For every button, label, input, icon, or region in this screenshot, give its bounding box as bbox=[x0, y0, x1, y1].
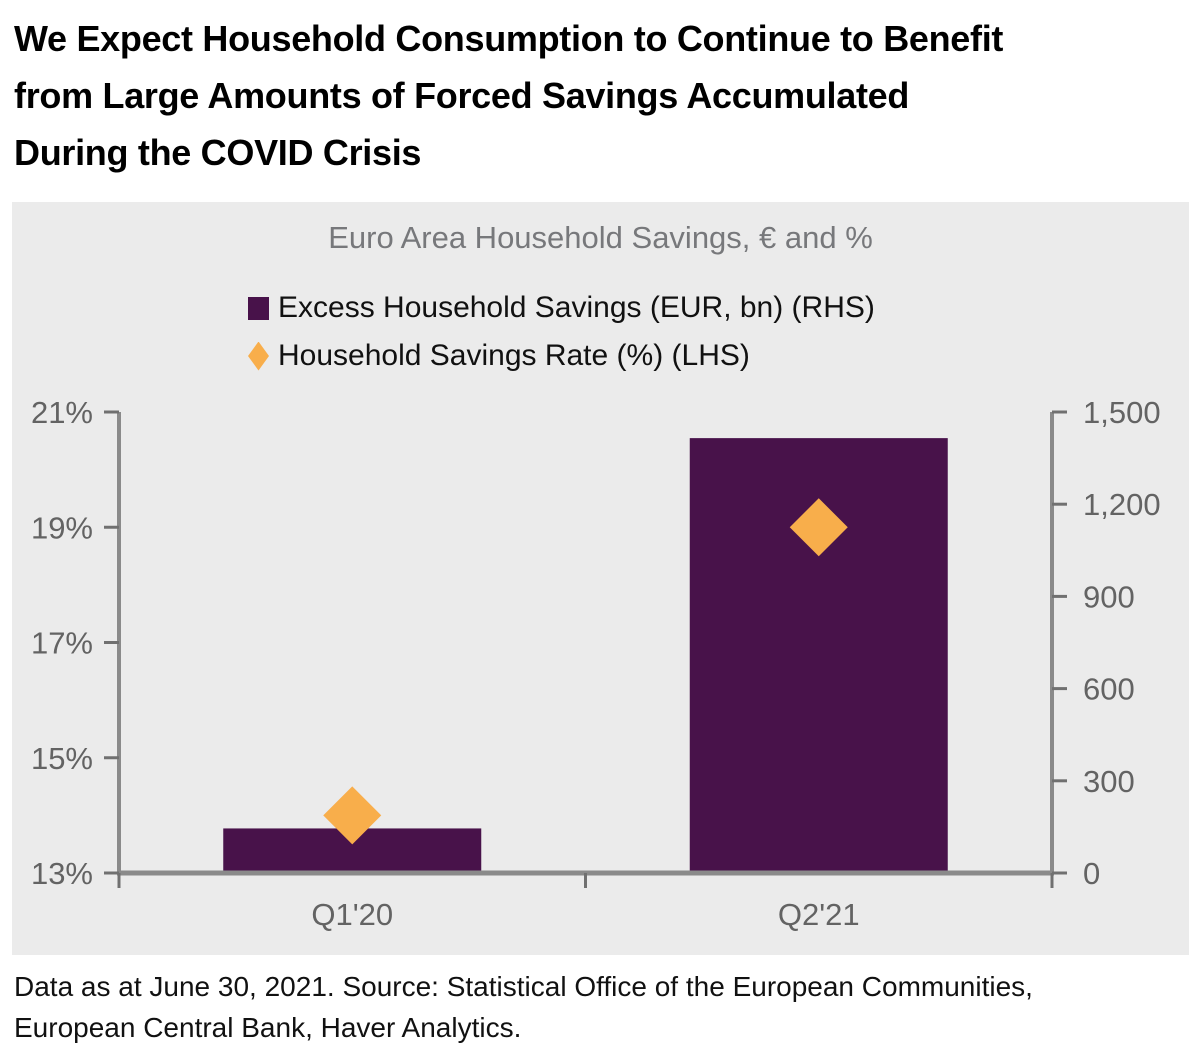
right-axis-tick-label: 900 bbox=[1083, 579, 1135, 614]
page-title-line: During the COVID Crisis bbox=[14, 132, 422, 173]
right-axis-tick-label: 1,200 bbox=[1083, 487, 1161, 522]
diamond-marker-Q2'21 bbox=[789, 498, 848, 557]
legend-bar-swatch-icon bbox=[248, 296, 269, 320]
legend-label-savings-rate: Household Savings Rate (%) (LHS) bbox=[278, 339, 750, 372]
right-axis-tick-label: 1,500 bbox=[1083, 395, 1161, 430]
chart-plot-area: 21% 19% 17% 15% 13% 1,500 1,200 900 600 300 0 Q1'20… bbox=[31, 395, 1161, 932]
legend-item-savings-rate: Household Savings Rate (%) (LHS) bbox=[248, 332, 875, 380]
right-axis-tick-label: 0 bbox=[1083, 856, 1100, 891]
left-axis-tick-label: 15% bbox=[31, 741, 93, 776]
source-note-line: European Central Bank, Haver Analytics. bbox=[14, 1012, 522, 1043]
page-title-line: We Expect Household Consumption to Conti… bbox=[14, 18, 1004, 59]
source-note: Data as at June 30, 2021. Source: Statis… bbox=[14, 966, 1184, 1048]
chart-subtitle: Euro Area Household Savings, € and % bbox=[328, 220, 873, 255]
legend: Excess Household Savings (EUR, bn) (RHS)… bbox=[248, 284, 875, 380]
legend-diamond-swatch-icon bbox=[248, 341, 269, 371]
x-axis-category-label: Q2'21 bbox=[778, 897, 860, 932]
right-axis-tick-label: 300 bbox=[1083, 764, 1135, 799]
page-title-line: from Large Amounts of Forced Savings Acc… bbox=[14, 75, 910, 116]
chart-panel: Euro Area Household Savings, € and % Exc… bbox=[12, 202, 1189, 955]
x-axis-category-label: Q1'20 bbox=[311, 897, 393, 932]
right-axis-tick-label: 600 bbox=[1083, 672, 1135, 707]
diamond-marker-Q1'20 bbox=[323, 786, 382, 845]
left-axis-tick-label: 13% bbox=[31, 856, 93, 891]
legend-item-excess-savings: Excess Household Savings (EUR, bn) (RHS) bbox=[248, 284, 875, 332]
page-title: We Expect Household Consumption to Conti… bbox=[14, 10, 1184, 181]
left-axis-tick-label: 19% bbox=[31, 510, 93, 545]
left-axis-tick-label: 21% bbox=[31, 395, 93, 430]
legend-label-excess-savings: Excess Household Savings (EUR, bn) (RHS) bbox=[278, 291, 875, 324]
left-axis-tick-label: 17% bbox=[31, 626, 93, 661]
source-note-line: Data as at June 30, 2021. Source: Statis… bbox=[14, 971, 1033, 1002]
